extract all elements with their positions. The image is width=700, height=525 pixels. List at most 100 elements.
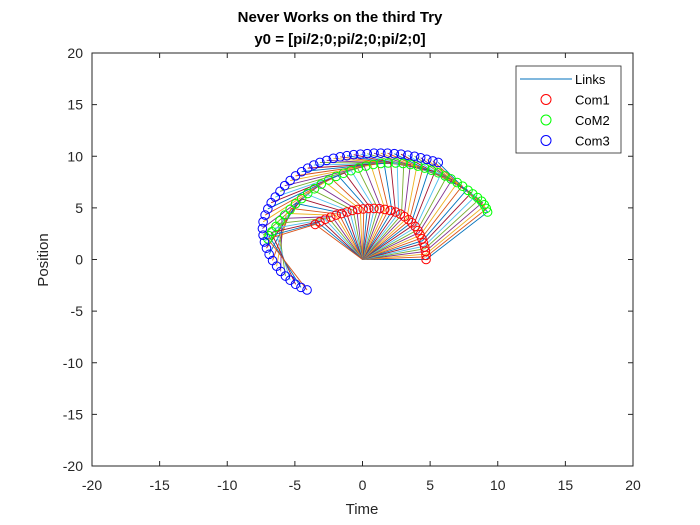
marker-com3 [275,186,285,197]
marker-com1 [347,205,358,216]
marker-com1 [310,219,320,230]
marker-com3 [264,249,274,260]
marker-com3 [409,151,420,162]
legend-swatch-com1 [540,94,552,105]
marker-com1 [358,204,368,214]
marker-com2 [290,198,301,209]
y-tick-label: -20 [63,458,83,474]
marker-com1 [395,209,406,219]
marker-com3 [389,148,400,159]
marker-com2 [296,193,307,204]
marker-com3 [263,204,273,214]
marker-com3 [315,157,325,168]
y-tick-label: 5 [75,200,83,216]
marker-com3 [279,180,290,191]
link-line [273,218,363,281]
marker-com3 [257,223,268,234]
marker-com2 [316,179,327,189]
x-tick-label: 10 [490,477,506,493]
marker-com2 [368,159,379,170]
marker-com1 [418,238,429,248]
marker-com2 [390,158,401,168]
marker-com1 [374,203,385,214]
marker-com2 [383,158,393,168]
marker-com2 [440,171,450,181]
marker-com3 [328,153,339,164]
link-line [267,175,368,260]
marker-com3 [428,156,438,166]
plot-area [257,148,493,295]
link-line [340,156,424,260]
marker-com3 [433,157,444,168]
link-line [262,189,363,260]
marker-com2 [446,174,456,184]
x-axis-label: Time [346,501,379,518]
marker-com2 [279,210,290,220]
y-axis-label: Position [35,233,52,286]
link-line [319,161,405,260]
x-tick-label: -5 [289,477,302,493]
marker-com2 [398,158,408,169]
marker-com3 [348,149,359,160]
marker-com2 [302,188,313,199]
x-tick-label: 5 [426,477,434,493]
marker-com3 [321,155,332,166]
marker-com2 [361,161,371,171]
marker-com3 [382,148,393,158]
x-tick-label: 0 [359,477,367,493]
marker-com1 [363,203,374,214]
link-line [333,157,418,260]
link-line [295,163,389,260]
marker-com1 [407,218,417,228]
marker-com3 [258,217,268,227]
marker-com1 [320,214,331,225]
marker-com1 [380,204,390,215]
marker-com1 [385,205,396,216]
marker-com2 [457,181,468,191]
marker-com1 [410,221,421,232]
marker-com3 [355,149,366,159]
marker-com3 [258,230,268,241]
legend-label: Com3 [575,134,610,149]
marker-com3 [362,148,373,159]
y-tick-label: 15 [67,97,83,113]
link-line [290,164,386,260]
y-tick-label: 0 [75,252,83,268]
link-line [279,167,379,260]
marker-com2 [309,183,320,194]
x-tick-label: -15 [150,477,170,493]
marker-com3 [290,279,301,290]
marker-com1 [325,212,336,222]
legend-swatch-com2 [540,114,552,126]
marker-com2 [405,159,416,170]
link-line [277,217,363,277]
link-line [271,172,372,260]
marker-com3 [261,243,272,253]
marker-com3 [403,150,413,161]
marker-com3 [266,197,277,208]
y-tick-label: 10 [67,148,83,164]
x-tick-label: -20 [82,477,102,493]
marker-com2 [426,165,437,175]
marker-com3 [369,148,379,158]
link-line [275,170,375,260]
marker-com3 [309,160,319,170]
marker-com2 [285,204,295,215]
legend-swatch-com3 [540,135,552,146]
link-line [313,162,400,260]
marker-com3 [285,175,295,186]
marker-com3 [415,152,426,163]
y-tick-label: 20 [67,45,83,61]
link-line [301,162,393,260]
marker-com1 [390,207,401,217]
marker-com3 [342,150,352,161]
marker-com3 [335,151,345,162]
legend-label: CoM2 [575,113,610,128]
link-line [268,202,363,260]
marker-com3 [375,148,386,158]
legend-label: Com1 [575,93,610,108]
link-line [264,178,365,260]
marker-com3 [302,285,312,295]
legend-label: Links [575,72,606,87]
link-line [262,181,363,260]
